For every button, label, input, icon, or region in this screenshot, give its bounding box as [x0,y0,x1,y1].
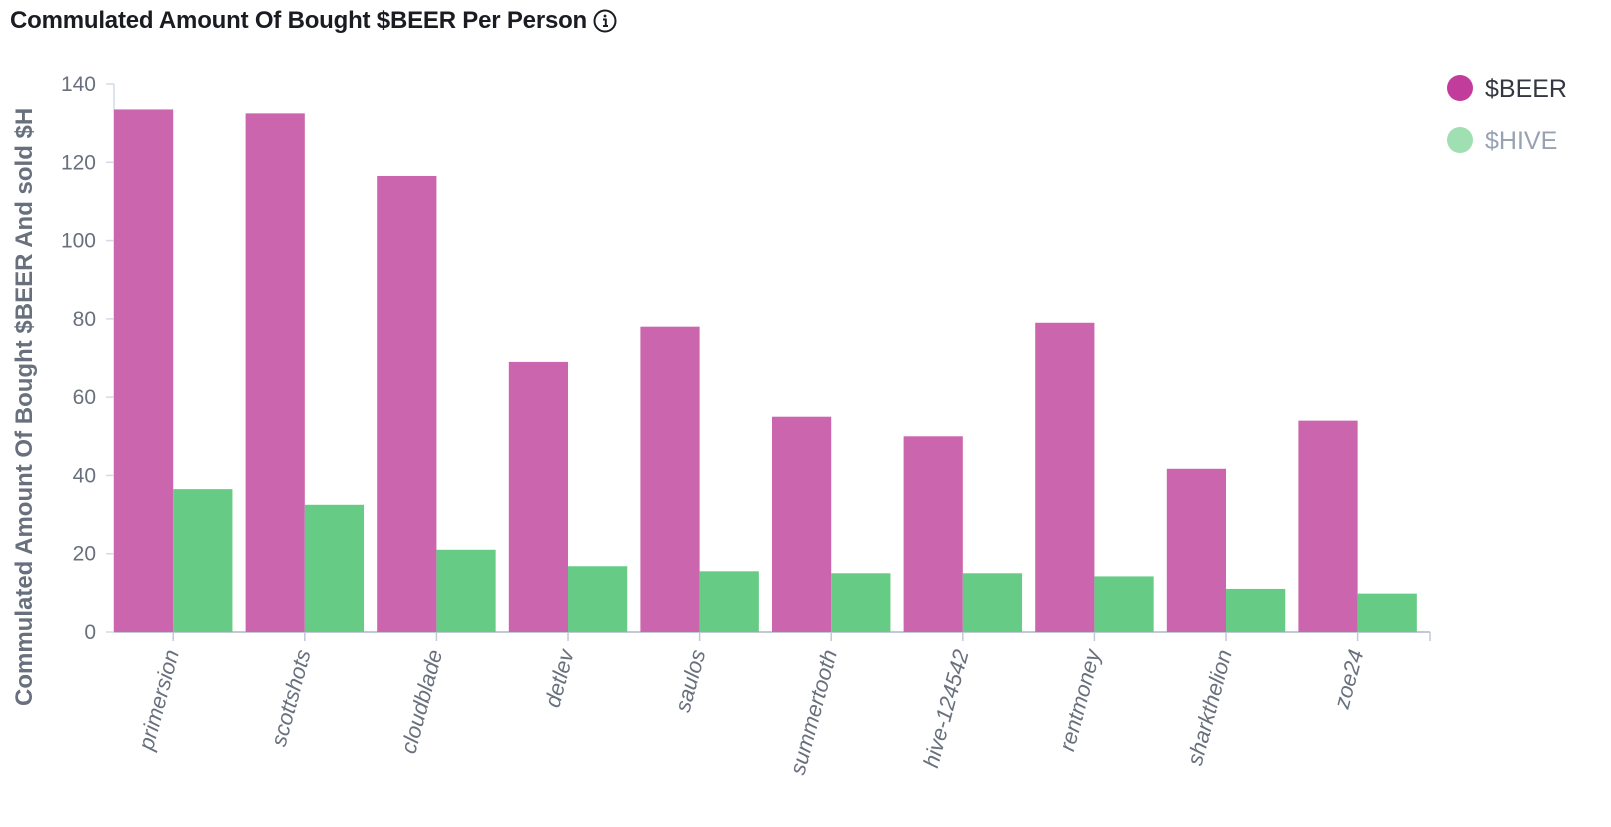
x-tick-label: zoe24 [1329,647,1369,712]
legend-label-beer[interactable]: $BEER [1485,75,1567,103]
bar-beer-cloudblade[interactable] [377,175,437,632]
bar-beer-sharkthelion[interactable] [1166,468,1227,632]
y-tick-label: 120 [61,151,96,174]
bar-beer-detlev[interactable] [508,361,569,632]
x-tick-label: rentmoney [1054,645,1106,754]
y-tick-label: 20 [73,543,96,566]
bar-beer-zoe24[interactable] [1298,420,1358,632]
y-tick-label: 0 [84,621,96,644]
bar-hive-scottshots[interactable] [304,504,365,632]
x-tick-label: cloudblade [396,647,448,756]
bar-hive-saulos[interactable] [699,571,759,632]
x-tick-label: primersion [133,647,184,754]
info-icon[interactable] [593,9,617,33]
y-tick-label: 80 [73,308,96,331]
x-tick-label: detlev [540,645,580,710]
x-tick-label: scottshots [266,647,316,749]
bar-beer-scottshots[interactable] [245,113,305,633]
bar-beer-rentmoney[interactable] [1035,322,1095,632]
y-tick-label: 60 [73,386,96,409]
y-axis-label: Commulated Amount Of Bought $BEER And so… [11,108,38,706]
chart-title: Commulated Amount Of Bought $BEER Per Pe… [10,7,588,34]
bar-beer-primersion[interactable] [114,109,174,632]
bar-hive-hive-124542[interactable] [962,573,1023,632]
chart-header: Commulated Amount Of Bought $BEER Per Pe… [10,4,617,38]
x-tick-label: saulos [670,647,711,715]
bar-hive-summertooth[interactable] [831,573,891,632]
legend-swatch-beer[interactable] [1447,75,1473,101]
y-tick-label: 140 [61,73,96,96]
y-tick-label: 100 [61,230,96,253]
bar-hive-rentmoney[interactable] [1094,576,1154,632]
bar-hive-sharkthelion[interactable] [1226,588,1286,632]
legend-swatch-hive[interactable] [1447,127,1473,153]
bar-beer-summertooth[interactable] [772,416,832,632]
legend-label-hive[interactable]: $HIVE [1485,127,1557,155]
bar-hive-primersion[interactable] [173,489,233,632]
bar-hive-zoe24[interactable] [1357,593,1417,632]
x-tick-label: sharkthelion [1182,647,1237,768]
bar-beer-hive-124542[interactable] [903,436,963,632]
x-tick-label: hive-124542 [918,647,973,770]
y-tick-label: 40 [73,464,96,487]
x-tick-label: summertooth [785,647,842,777]
bar-beer-saulos[interactable] [640,326,700,632]
bar-hive-detlev[interactable] [568,566,628,632]
bar-hive-cloudblade[interactable] [436,549,496,632]
